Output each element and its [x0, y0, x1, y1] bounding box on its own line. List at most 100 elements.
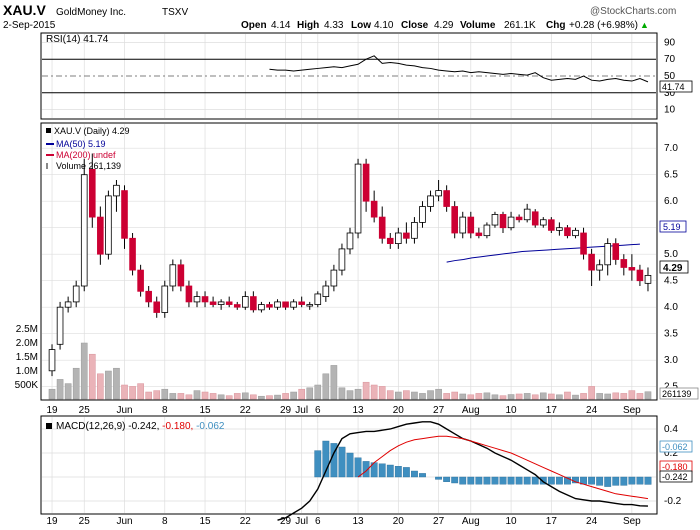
volume-bar	[64, 383, 72, 400]
volume-bar	[628, 390, 636, 400]
candle-body	[507, 216, 515, 229]
volume-bar	[153, 390, 161, 400]
candle-body	[80, 174, 88, 287]
macd-histogram-bar	[402, 467, 410, 478]
macd-legend-signal: -0.180,	[159, 421, 193, 432]
candle-body	[636, 269, 644, 282]
volume-bar	[378, 386, 386, 400]
macd-layer	[277, 421, 652, 521]
rsi-last-label: 41.74	[662, 82, 685, 92]
macd-histogram-bar	[612, 476, 620, 486]
rsi-tick: 10	[664, 105, 676, 116]
macd-value-tag	[659, 470, 693, 483]
candle-body	[483, 224, 491, 237]
candle-body	[201, 296, 209, 303]
volume-bar	[435, 388, 442, 400]
close-tag: 4.29	[659, 260, 689, 274]
grid-lines	[42, 34, 656, 513]
volume-bar	[129, 386, 136, 400]
volume-bar	[483, 392, 491, 400]
volume-bar	[596, 393, 603, 400]
volume-bar	[274, 394, 281, 400]
x-label-top: 29	[280, 405, 292, 416]
macd-tick: -0.2	[664, 496, 682, 507]
volume-bar	[250, 394, 257, 400]
x-label-top: 17	[546, 405, 558, 416]
volume-bar	[548, 393, 555, 400]
volume-bar	[612, 392, 620, 400]
candle-body	[395, 232, 402, 245]
price-tick: 4.5	[664, 276, 678, 287]
volume-bar	[604, 393, 612, 400]
x-label-bottom: 27	[433, 516, 445, 527]
candle-body	[322, 285, 330, 298]
candle-body	[628, 267, 636, 271]
candle-body	[48, 349, 56, 372]
candle-body	[266, 304, 273, 308]
volume-bars	[48, 342, 652, 400]
volume-bar	[209, 393, 217, 400]
candle-body	[233, 304, 241, 308]
chart-date: 2-Sep-2015	[3, 20, 56, 31]
up-arrow-icon: ▲	[640, 20, 649, 30]
macd-value-label: -0.242	[662, 472, 688, 482]
candle-body	[491, 214, 499, 226]
macd-histogram-bar	[515, 476, 523, 485]
macd-value-tag	[659, 440, 693, 453]
macd-histogram-bar	[322, 440, 330, 478]
x-label-top: 10	[506, 405, 518, 416]
price-tick: 4.0	[664, 302, 678, 313]
volume-bar	[290, 391, 297, 400]
macd-value-label: -0.180	[662, 462, 688, 472]
x-label-bottom: 15	[199, 516, 211, 527]
volume-tick: 1.5M	[16, 352, 38, 363]
macd-legend-swatch	[46, 423, 52, 429]
rsi-line	[269, 55, 649, 83]
volume-bar	[403, 390, 410, 400]
candle-body	[620, 259, 628, 268]
macd-tick: 0.2	[664, 448, 678, 459]
x-label-top: Sep	[623, 405, 641, 416]
macd-histogram-bar	[564, 476, 571, 485]
candle-body	[338, 248, 346, 271]
candle-body	[153, 301, 161, 313]
price-tick: 2.5	[664, 382, 678, 393]
macd-histogram-bar	[596, 476, 604, 486]
candlestick-layer	[48, 153, 652, 377]
candle-body	[419, 206, 426, 223]
rsi-last-tag: 41.74	[659, 80, 693, 93]
exchange: TSXV	[162, 7, 188, 18]
volume-bar	[177, 393, 185, 400]
price-legend: XAU.V (Daily) 4.29 MA(50) 5.19 MA(200) u…	[46, 126, 130, 171]
candle-body	[282, 301, 289, 308]
macd-histogram-bar	[620, 476, 628, 486]
close-value: 4.29	[434, 20, 454, 31]
volume-bar	[427, 390, 434, 400]
chg-label: Chg	[546, 20, 565, 31]
macd-histogram-bar	[346, 452, 354, 478]
price-tick: 3.5	[664, 329, 678, 340]
candle-body	[306, 304, 314, 307]
rsi-tick: 70	[664, 54, 676, 65]
x-label-bottom: 17	[546, 516, 558, 527]
macd-histogram-bar	[354, 457, 362, 478]
candle-body	[314, 293, 322, 305]
volume-bar	[572, 394, 579, 400]
ma50-tag: 5.19	[659, 220, 687, 233]
volume-bar	[539, 392, 547, 400]
x-label-bottom: 6	[315, 516, 321, 527]
candle-body	[346, 232, 354, 250]
candle-body	[242, 296, 249, 308]
macd-signal-line	[357, 435, 649, 500]
volume-bar	[233, 393, 241, 400]
volume-bar	[443, 393, 450, 400]
candle-body	[596, 264, 603, 271]
volume-last-label: 261139	[662, 389, 691, 399]
x-label-bottom: 29	[280, 516, 292, 527]
candle-body	[499, 214, 507, 229]
legend-candle-swatch	[46, 128, 51, 133]
candle-body	[185, 285, 193, 303]
volume-bar	[161, 388, 169, 400]
high-value: 4.33	[324, 20, 344, 31]
